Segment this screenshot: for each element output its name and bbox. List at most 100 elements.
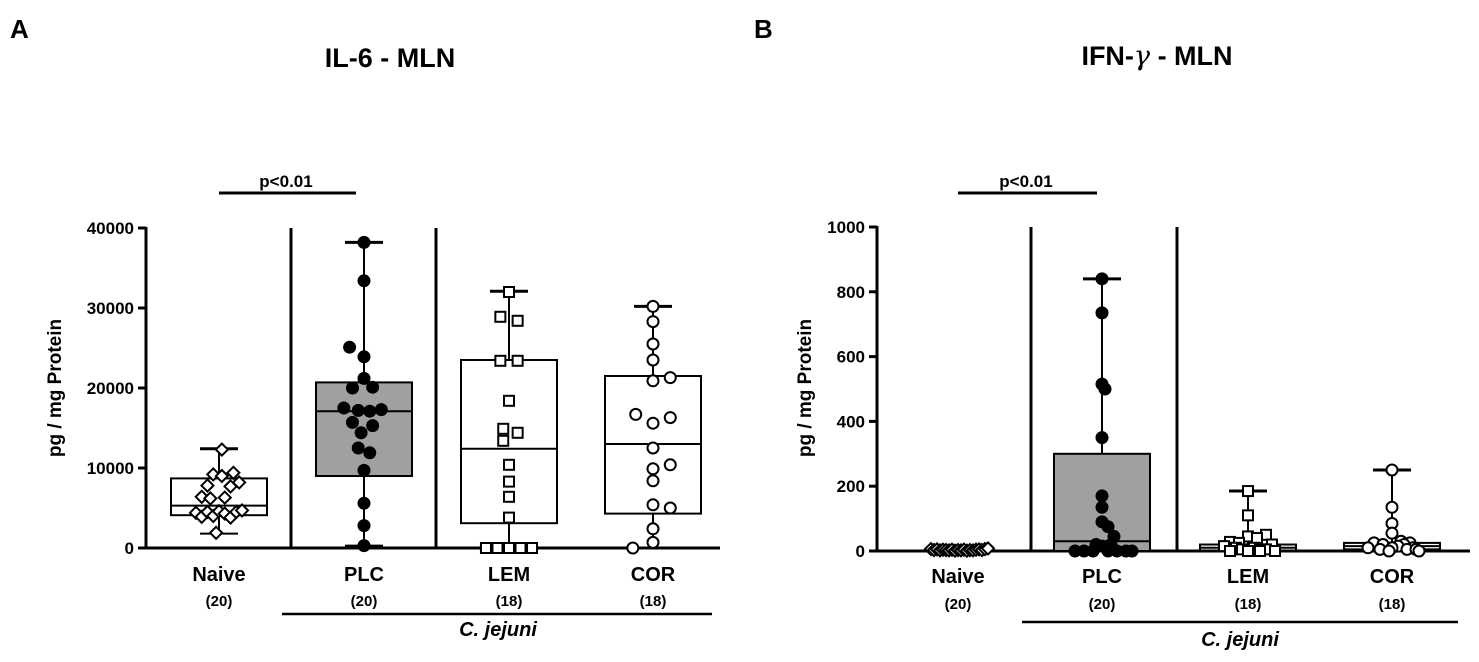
n-label-b: (20) [1089, 596, 1116, 613]
data-point-naive-a [214, 468, 230, 484]
x-tick-label-b: COR [1370, 566, 1415, 588]
data-point-lem-a [497, 422, 510, 435]
data-point-lem-a [494, 354, 507, 367]
data-point-lem-b [1242, 509, 1254, 522]
data-point-plc-a [357, 371, 371, 385]
data-point-plc-a [357, 235, 371, 249]
plot-area-a: 0 10000 20000 30000 40000 Naive (20) PLC (20) LEM… [87, 191, 720, 616]
data-point-naive-a [231, 474, 247, 490]
data-point-plc-b [1086, 544, 1100, 558]
data-point-lem-b [1269, 545, 1281, 557]
data-point-lem-b [1224, 545, 1236, 557]
data-point-cor-a [646, 337, 660, 351]
data-point-plc-b [1101, 520, 1115, 534]
data-point-lem-b [1254, 545, 1266, 557]
data-point-cor-a [646, 416, 660, 430]
data-point-plc-a [345, 415, 359, 429]
data-point-lem-a [491, 542, 504, 554]
chart-title-b-prefix: IFN- [1081, 41, 1133, 71]
data-point-cor-a [663, 371, 677, 385]
data-point-naive-a [217, 490, 233, 506]
n-label-a: (18) [496, 593, 523, 610]
data-point-plc-a [351, 403, 365, 417]
significance-label-a: p<0.01 [259, 172, 312, 191]
data-point-lem-a [526, 542, 539, 554]
data-point-lem-a [503, 458, 515, 471]
data-point-cor-b [1412, 544, 1426, 558]
y-tick-label-a: 30000 [87, 299, 134, 318]
data-point-plc-a [363, 404, 377, 418]
data-point-plc-a [343, 340, 357, 354]
data-point-lem-a [514, 542, 527, 554]
group-label-a: C. jejuni [459, 619, 537, 641]
data-point-cor-b [1361, 541, 1375, 555]
data-point-cor-b [1385, 500, 1399, 514]
data-point-plc-a [345, 381, 359, 395]
y-tick-label-b: 600 [837, 348, 865, 367]
data-point-lem-a [511, 426, 524, 439]
data-point-plc-b [1095, 272, 1109, 286]
data-point-plc-a [337, 401, 351, 415]
data-point-lem-a [503, 511, 515, 524]
data-point-cor-b [1385, 526, 1399, 540]
y-tick-label-b: 400 [837, 412, 865, 431]
panel-label-b: B [754, 14, 773, 44]
data-point-plc-a [354, 426, 368, 440]
data-point-naive-a [202, 490, 218, 506]
chart-title-b-suffix: - MLN [1150, 41, 1232, 71]
data-point-cor-a [663, 458, 677, 472]
y-tick-label-a: 40000 [87, 219, 134, 238]
y-tick-label-b: 200 [837, 477, 865, 496]
x-tick-label-b: LEM [1227, 566, 1269, 588]
y-tick-label-b: 1000 [827, 218, 865, 237]
data-point-plc-a [357, 519, 371, 533]
data-point-plc-a [351, 441, 365, 455]
plot-area-b: 0 200 400 600 800 1000 Naive (20) PLC (20) LEM (18)… [827, 191, 1470, 624]
data-point-lem-a [503, 475, 515, 488]
y-tick-label-a: 0 [125, 539, 134, 558]
data-point-naive-a [225, 465, 241, 481]
data-point-cor-a [646, 462, 660, 476]
data-point-lem-a [511, 314, 524, 327]
data-point-lem-a [503, 490, 515, 503]
data-point-plc-b [1125, 544, 1139, 558]
data-point-plc-a [366, 380, 380, 394]
data-point-plc-b [1098, 382, 1112, 396]
data-point-naive-a [208, 525, 224, 541]
data-point-cor-a [646, 535, 660, 549]
data-point-lem-a [497, 434, 510, 447]
data-point-plc-b [1095, 306, 1109, 320]
chart-title-b: IFN-γ - MLN [1081, 41, 1232, 72]
data-point-cor-a [646, 522, 660, 536]
data-point-cor-a [646, 441, 660, 455]
data-point-plc-a [357, 539, 371, 553]
data-point-plc-a [366, 419, 380, 433]
chart-title-a: IL-6 - MLN [325, 43, 455, 73]
data-point-plc-a [363, 446, 377, 460]
x-tick-label-a: LEM [488, 564, 530, 586]
data-point-lem-a [503, 394, 515, 407]
n-label-b: (18) [1379, 596, 1406, 613]
data-point-plc-b [1095, 431, 1109, 445]
data-point-plc-a [357, 496, 371, 510]
data-point-lem-a [494, 310, 507, 323]
x-tick-label-a: COR [631, 564, 676, 586]
data-point-cor-a [646, 299, 660, 313]
data-point-lem-a [503, 542, 515, 554]
data-point-plc-b [1095, 500, 1109, 514]
data-point-cor-a [646, 353, 660, 367]
data-point-cor-a [629, 407, 643, 421]
data-point-plc-a [374, 403, 388, 417]
n-label-a: (20) [351, 593, 378, 610]
group-label-b: C. jejuni [1201, 629, 1279, 651]
data-point-cor-a [663, 411, 677, 425]
x-tick-label-b: PLC [1082, 566, 1122, 588]
chart-title-b-greek: γ [1134, 41, 1151, 72]
data-point-cor-a [626, 541, 640, 555]
data-point-cor-b [1382, 544, 1396, 558]
panel-label-a: A [10, 14, 29, 44]
data-point-cor-a [646, 474, 660, 488]
data-point-cor-a [663, 501, 677, 515]
y-tick-label-a: 20000 [87, 379, 134, 398]
